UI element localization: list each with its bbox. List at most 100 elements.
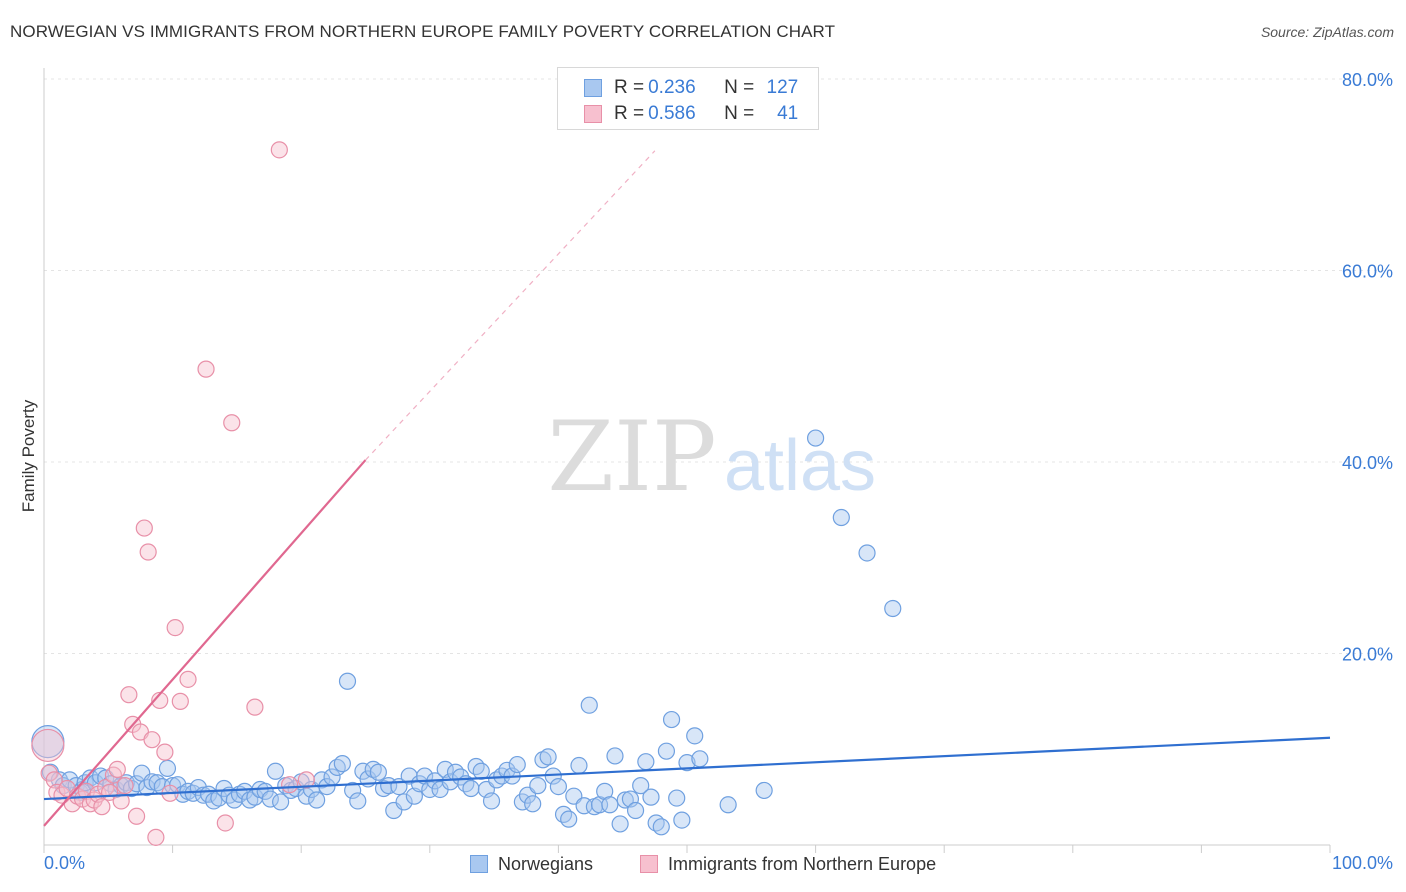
point-immigrants (197, 360, 215, 378)
point-immigrants (281, 776, 299, 794)
grid-lines (44, 78, 1394, 654)
point-norwegians (395, 793, 413, 811)
data-points (31, 141, 902, 846)
legend-n-value: 127 (766, 77, 799, 98)
correlation-legend: R = 0.236 N = 127 R = 0.586 N = 41 (557, 67, 819, 130)
point-immigrants (147, 828, 165, 846)
legend-r-label: R = (614, 77, 645, 98)
point-norwegians (678, 754, 696, 772)
chart-title: NORWEGIAN VS IMMIGRANTS FROM NORTHERN EU… (10, 22, 836, 41)
point-norwegians (632, 777, 650, 795)
point-immigrants (151, 691, 169, 710)
watermark-atlas: atlas (724, 426, 876, 506)
legend-row-norwegians: R = 0.236 N = 127 (584, 76, 798, 100)
point-norwegians (570, 756, 588, 775)
point-norwegians (534, 751, 552, 769)
point-immigrants (171, 692, 189, 710)
point-norwegians (673, 811, 691, 829)
legend-r-value: 0.586 (648, 103, 696, 124)
point-norwegians (616, 791, 634, 809)
y-axis-label: Family Poverty (19, 399, 38, 512)
legend-n-value: 41 (777, 103, 799, 124)
point-immigrants (216, 814, 234, 832)
point-norwegians (755, 781, 773, 800)
point-norwegians (524, 795, 542, 813)
trend-line-immigrants (43, 459, 367, 827)
point-norwegians (549, 777, 568, 796)
point-immigrants (143, 731, 161, 749)
point-norwegians (508, 755, 526, 774)
y-tick-label: 60.0% (1342, 262, 1393, 282)
watermark: ZIP atlas (547, 401, 876, 513)
point-norwegians (719, 796, 737, 814)
point-immigrants (179, 670, 197, 688)
point-norwegians (344, 781, 362, 800)
point-immigrants (270, 141, 288, 159)
point-norwegians (462, 779, 480, 798)
series-label: Norwegians (498, 853, 594, 874)
point-norwegians (205, 792, 223, 810)
series-legend-norwegians: Norwegians (470, 852, 593, 876)
point-immigrants (156, 743, 174, 761)
point-immigrants (166, 619, 184, 637)
legend-n-label: N = (724, 103, 755, 124)
point-immigrants (48, 783, 66, 801)
point-norwegians (261, 790, 279, 808)
point-norwegians (657, 742, 676, 760)
point-norwegians (884, 599, 902, 618)
legend-r-value: 0.236 (648, 77, 696, 98)
point-immigrants (116, 777, 134, 795)
point-norwegians (601, 796, 619, 814)
point-immigrants (223, 414, 241, 432)
series-swatch-blue (470, 855, 488, 873)
series-legend-immigrants: Immigrants from Northern Europe (640, 852, 936, 876)
point-norwegians (143, 773, 161, 791)
point-norwegians (158, 759, 177, 778)
point-norwegians (467, 757, 485, 776)
point-norwegians (652, 818, 670, 836)
point-immigrants (93, 798, 111, 816)
point-norwegians (272, 793, 290, 811)
tick-labels: 20.0% 40.0% 60.0% 80.0% 0.0% 100.0% (44, 70, 1393, 873)
point-norwegians (369, 763, 387, 781)
point-norwegians (560, 810, 578, 828)
point-norwegians (349, 792, 367, 810)
point-norwegians (364, 760, 382, 778)
point-immigrants (139, 543, 157, 561)
x-tick-label: 100.0% (1332, 853, 1393, 873)
point-norwegians (637, 753, 655, 771)
axes (43, 68, 1331, 853)
trend-line-norwegians (43, 736, 1331, 801)
point-norwegians (642, 788, 660, 806)
point-norwegians (580, 696, 598, 714)
point-norwegians (241, 791, 259, 809)
point-norwegians (482, 792, 501, 810)
source-label: Source: ZipAtlas.com (1260, 24, 1394, 40)
trend-line-immigrants-extension (365, 150, 656, 461)
point-norwegians (806, 429, 825, 447)
y-tick-label: 40.0% (1342, 453, 1393, 473)
point-norwegians (626, 801, 645, 820)
x-tick-label: 0.0% (44, 853, 85, 873)
watermark-zip: ZIP (547, 401, 716, 513)
series-swatch-pink (640, 855, 658, 873)
y-tick-label: 80.0% (1342, 70, 1393, 90)
point-norwegians (308, 791, 326, 809)
point-norwegians (668, 789, 686, 807)
point-norwegians (554, 805, 573, 823)
point-immigrants (120, 686, 138, 704)
point-norwegians (266, 762, 285, 780)
legend-swatch-blue (584, 79, 602, 97)
point-immigrants (31, 728, 65, 763)
point-norwegians (529, 777, 547, 795)
legend-n-label: N = (724, 77, 755, 98)
point-norwegians (333, 755, 351, 773)
point-norwegians (662, 710, 681, 729)
point-norwegians (858, 544, 876, 562)
y-tick-label: 20.0% (1342, 645, 1393, 665)
point-immigrants (246, 698, 264, 716)
legend-swatch-pink (584, 105, 602, 123)
point-norwegians (606, 747, 624, 765)
point-immigrants (135, 519, 153, 537)
